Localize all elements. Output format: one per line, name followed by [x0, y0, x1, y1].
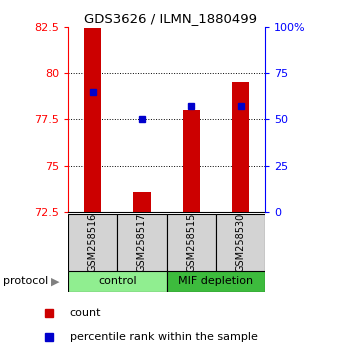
Text: GSM258516: GSM258516	[88, 213, 98, 272]
Text: GSM258530: GSM258530	[236, 213, 245, 272]
Text: control: control	[98, 276, 137, 286]
Text: GSM258517: GSM258517	[137, 213, 147, 272]
Bar	[68, 214, 117, 271]
Bar	[167, 271, 265, 292]
Text: GSM258515: GSM258515	[186, 213, 196, 272]
Bar	[117, 214, 167, 271]
Bar	[183, 110, 200, 212]
Bar	[167, 214, 216, 271]
Text: count: count	[70, 308, 101, 319]
Bar	[84, 28, 101, 212]
Text: GDS3626 / ILMN_1880499: GDS3626 / ILMN_1880499	[84, 12, 256, 25]
Bar	[232, 82, 249, 212]
Bar	[216, 214, 265, 271]
Text: MIF depletion: MIF depletion	[178, 276, 253, 286]
Bar	[68, 271, 167, 292]
Text: ▶: ▶	[51, 276, 60, 286]
Bar	[133, 192, 151, 212]
Text: protocol: protocol	[3, 276, 49, 286]
Text: percentile rank within the sample: percentile rank within the sample	[70, 332, 258, 342]
